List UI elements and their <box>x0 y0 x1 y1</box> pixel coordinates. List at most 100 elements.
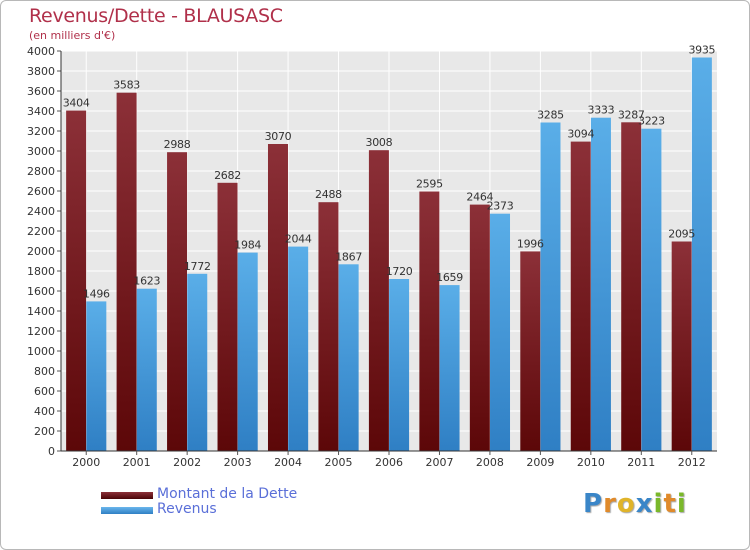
x-tick-label-2003: 2003 <box>224 456 252 469</box>
data-label-revenus-2008: 2373 <box>487 200 514 213</box>
x-tick-label-2002: 2002 <box>173 456 201 469</box>
bar-revenus-2006 <box>389 279 410 451</box>
logo-letter: r <box>603 489 617 519</box>
chart-title: Revenus/Dette - BLAUSASC <box>29 5 283 27</box>
data-label-dette-2000: 3404 <box>63 97 90 110</box>
bar-revenus-2004 <box>288 246 309 451</box>
data-label-revenus-2010: 3333 <box>588 104 615 117</box>
data-label-dette-2005: 2488 <box>315 188 342 201</box>
y-tick-label-3400: 3400 <box>27 105 55 118</box>
x-tick-label-2001: 2001 <box>123 456 151 469</box>
y-tick-label-800: 800 <box>34 365 55 378</box>
logo-letter: t <box>663 489 677 519</box>
x-tick-label-2010: 2010 <box>577 456 605 469</box>
y-tick-label-4000: 4000 <box>27 45 55 58</box>
x-tick-label-2007: 2007 <box>425 456 453 469</box>
y-tick-label-1800: 1800 <box>27 265 55 278</box>
data-label-dette-2012: 2095 <box>668 228 695 241</box>
logo-letter: i <box>676 489 687 519</box>
bar-revenus-2008 <box>490 213 511 451</box>
bar-revenus-2012 <box>691 57 712 451</box>
bar-revenus-2011 <box>641 128 662 451</box>
x-tick-label-2000: 2000 <box>72 456 100 469</box>
y-tick-label-1400: 1400 <box>27 305 55 318</box>
x-tick-label-2012: 2012 <box>678 456 706 469</box>
proxiti-logo: Proxiti <box>583 489 687 519</box>
x-tick-label-2008: 2008 <box>476 456 504 469</box>
bar-dette-2007 <box>419 191 440 451</box>
y-tick-label-1000: 1000 <box>27 345 55 358</box>
data-label-dette-2011: 3287 <box>618 108 645 121</box>
bar-revenus-2003 <box>237 252 258 451</box>
data-label-revenus-2005: 1867 <box>335 250 362 263</box>
y-tick-label-3000: 3000 <box>27 145 55 158</box>
data-label-revenus-2006: 1720 <box>386 265 413 278</box>
logo-letter: i <box>653 489 664 519</box>
x-tick-label-2005: 2005 <box>325 456 353 469</box>
data-label-revenus-2007: 1659 <box>436 271 463 284</box>
y-tick-label-2800: 2800 <box>27 165 55 178</box>
data-label-dette-2006: 3008 <box>366 136 393 149</box>
data-label-dette-2009: 1996 <box>517 237 544 250</box>
data-labels: 3404 3583 2988 2682 3070 2488 3008 2595 2464 1996… <box>63 44 716 301</box>
legend-label-revenus: Revenus <box>157 501 217 517</box>
y-tick-label-400: 400 <box>34 405 55 418</box>
bar-revenus-2001 <box>136 288 157 451</box>
y-tick-label-0: 0 <box>48 445 55 458</box>
data-label-revenus-2004: 2044 <box>285 233 312 246</box>
bar-dette-2011 <box>621 122 642 452</box>
bar-revenus-2002 <box>187 273 208 451</box>
bar-dette-2008 <box>469 204 490 451</box>
data-label-dette-2007: 2595 <box>416 178 443 191</box>
bar-dette-2012 <box>671 241 692 451</box>
bar-dette-2004 <box>267 144 288 451</box>
bar-dette-2010 <box>570 141 591 451</box>
bar-revenus-2000 <box>86 301 107 451</box>
data-label-revenus-2001: 1623 <box>133 275 160 288</box>
y-tick-labels: 0 200 400 600 800 1000 1200 1400 1600 1800 2000 220… <box>27 45 55 458</box>
bar-revenus-2009 <box>540 122 561 451</box>
bar-dette-2002 <box>167 152 188 451</box>
bar-dette-2005 <box>318 202 339 451</box>
chart-subtitle: (en milliers d'€) <box>29 29 116 42</box>
y-tick-label-200: 200 <box>34 425 55 438</box>
data-label-dette-2001: 3583 <box>113 79 140 92</box>
logo-letter: o <box>616 489 636 519</box>
legend-swatch-revenus <box>101 507 153 514</box>
data-label-dette-2003: 2682 <box>214 169 241 182</box>
logo-letter: P <box>583 489 604 519</box>
x-tick-labels: 2000 2001 2002 2003 2004 2005 2006 2007 2008 2009… <box>72 451 706 469</box>
data-label-revenus-2000: 1496 <box>83 287 110 300</box>
x-tick-label-2006: 2006 <box>375 456 403 469</box>
x-tick-label-2011: 2011 <box>627 456 655 469</box>
bar-dette-2006 <box>368 150 389 451</box>
data-label-dette-2004: 3070 <box>265 130 292 143</box>
data-label-dette-2008: 2464 <box>466 191 493 204</box>
y-tick-label-2200: 2200 <box>27 225 55 238</box>
data-label-dette-2002: 2988 <box>164 138 191 151</box>
bar-revenus-2010 <box>590 117 611 451</box>
bars <box>66 57 712 452</box>
bar-dette-2003 <box>217 182 238 452</box>
y-tick-label-3200: 3200 <box>27 125 55 138</box>
y-tick-label-2400: 2400 <box>27 205 55 218</box>
bar-dette-2009 <box>520 251 541 451</box>
y-tick-label-600: 600 <box>34 385 55 398</box>
y-tick-label-1600: 1600 <box>27 285 55 298</box>
bar-dette-2001 <box>116 92 137 451</box>
data-label-dette-2010: 3094 <box>567 128 594 141</box>
data-label-revenus-2003: 1984 <box>234 239 261 252</box>
y-tick-label-3800: 3800 <box>27 65 55 78</box>
bar-dette-2000 <box>66 110 87 451</box>
y-tick-label-2000: 2000 <box>27 245 55 258</box>
data-label-revenus-2011: 3223 <box>638 115 665 128</box>
logo-letter: x <box>635 489 654 519</box>
data-label-revenus-2012: 3935 <box>688 44 715 57</box>
y-tick-label-3600: 3600 <box>27 85 55 98</box>
x-tick-label-2004: 2004 <box>274 456 302 469</box>
bar-revenus-2005 <box>338 264 359 451</box>
legend-swatch-debt <box>101 492 153 499</box>
data-label-revenus-2002: 1772 <box>184 260 211 273</box>
